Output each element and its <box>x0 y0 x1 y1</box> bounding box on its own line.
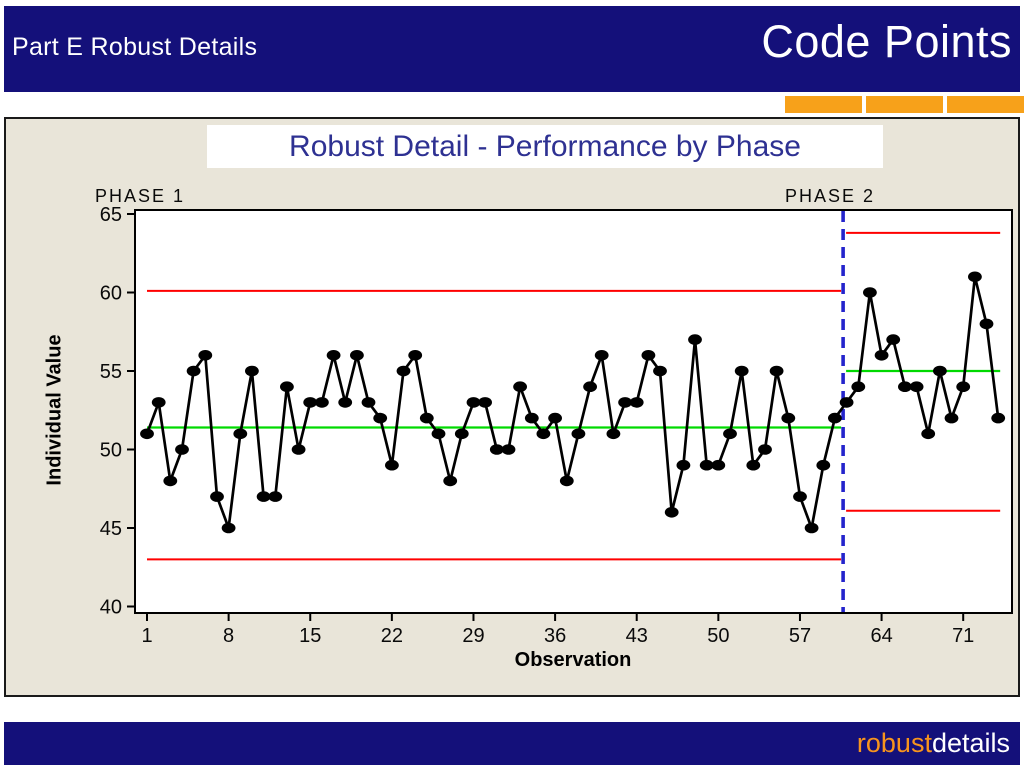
orange-accent-block-3 <box>947 96 1024 113</box>
x-axis-title: Observation <box>514 649 632 671</box>
header-left-title: Part E Robust Details <box>12 33 258 61</box>
svg-text:40: 40 <box>100 597 122 619</box>
svg-text:8: 8 <box>223 625 234 647</box>
phase2-label: PHASE 2 <box>785 186 876 206</box>
svg-text:45: 45 <box>100 518 122 540</box>
svg-text:22: 22 <box>381 625 403 647</box>
header-right-title: Code Points <box>761 16 1012 67</box>
header-bar: Part E Robust Details Code Points <box>4 6 1020 92</box>
svg-text:50: 50 <box>100 440 122 462</box>
svg-text:64: 64 <box>870 625 892 647</box>
svg-text:57: 57 <box>789 625 811 647</box>
chart-title-box: Robust Detail - Performance by Phase <box>207 125 883 168</box>
x-axis-ticks: 1 8 15 22 29 36 43 50 57 64 71 <box>141 613 974 647</box>
footer-logo: robustdetails <box>857 728 1010 759</box>
orange-accent-block-1 <box>785 96 862 113</box>
control-limit-lines <box>147 231 1001 561</box>
svg-text:50: 50 <box>707 625 729 647</box>
svg-text:60: 60 <box>100 283 122 305</box>
svg-text:1: 1 <box>141 625 152 647</box>
plot-area <box>134 209 1013 614</box>
svg-text:65: 65 <box>100 204 122 226</box>
svg-text:43: 43 <box>626 625 648 647</box>
svg-text:55: 55 <box>100 361 122 383</box>
svg-text:36: 36 <box>544 625 566 647</box>
y-axis-title: Individual Value <box>43 334 66 486</box>
chart-title: Robust Detail - Performance by Phase <box>289 130 801 163</box>
svg-text:71: 71 <box>952 625 974 647</box>
y-axis-ticks: 65 60 55 50 45 40 <box>100 204 135 619</box>
phase1-label: PHASE 1 <box>95 186 186 206</box>
svg-text:15: 15 <box>299 625 321 647</box>
footer-logo-details: details <box>931 728 1010 758</box>
footer-logo-robust: robust <box>856 728 932 758</box>
svg-text:29: 29 <box>462 625 484 647</box>
data-series-points <box>140 271 1006 534</box>
footer-bar: robustdetails <box>4 722 1020 765</box>
orange-accent-block-2 <box>866 96 943 113</box>
